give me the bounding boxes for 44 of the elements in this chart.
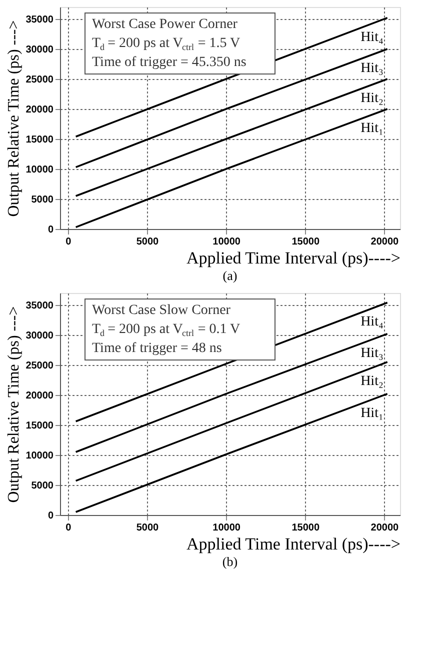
y-tick-label: 5000	[31, 194, 54, 206]
y-tick-label: 30000	[26, 44, 54, 56]
x-tick-label: 10000	[212, 236, 241, 248]
x-tick-label: 20000	[370, 522, 400, 534]
y-tick-label: 25000	[26, 74, 54, 86]
y-axis-title: Output Relative Time (ps) --->	[6, 306, 23, 503]
series-label: Hit₃	[360, 61, 384, 76]
text: (a)	[222, 268, 238, 283]
x-tick-label: 15000	[292, 236, 320, 248]
x-tick-label: 0	[66, 522, 72, 534]
annotation: Worst Case Power Corner	[92, 17, 238, 32]
x-axis-title: Applied Time Interval (ps)---->	[186, 534, 400, 554]
x-tick-label: 5000	[136, 236, 160, 248]
x-tick-label: 0	[66, 236, 72, 248]
series-label: Hit₁	[360, 406, 384, 421]
text: (b)	[222, 554, 238, 569]
y-tick-label: 20000	[26, 390, 54, 402]
y-tick-label: 5000	[31, 480, 54, 492]
x-tick-label: 10000	[212, 522, 241, 534]
y-tick-label: 25000	[26, 360, 54, 372]
y-tick-label: 15000	[26, 420, 54, 432]
series-label: Hit₁	[360, 121, 384, 136]
x-tick-label: 15000	[292, 522, 320, 534]
annotation: Worst Case Slow Corner	[92, 303, 231, 318]
series-label: Hit₃	[360, 346, 384, 361]
x-axis-title: Applied Time Interval (ps)---->	[186, 248, 400, 268]
y-axis-title: Output Relative Time (ps) --->	[6, 20, 23, 217]
y-tick-label: 35000	[26, 300, 54, 312]
y-tick-label: 35000	[26, 14, 54, 26]
series-label: Hit₂	[360, 374, 384, 389]
y-tick-label: 30000	[26, 330, 54, 342]
y-tick-label: 0	[48, 224, 54, 236]
series-label: Hit₄	[360, 314, 384, 330]
annotation: Time of trigger = 48 ns	[92, 341, 222, 356]
x-tick-label: 5000	[136, 522, 160, 534]
y-tick-label: 10000	[26, 164, 54, 176]
x-tick-label: 20000	[370, 236, 400, 248]
y-tick-label: 15000	[26, 134, 54, 146]
series-label: Hit₂	[360, 91, 384, 106]
y-tick-label: 20000	[26, 104, 54, 116]
annotation: Time of trigger = 45.350 ns	[92, 55, 246, 70]
y-tick-label: 10000	[26, 450, 54, 462]
y-tick-label: 0	[48, 510, 54, 522]
series-label: Hit₄	[360, 30, 384, 45]
